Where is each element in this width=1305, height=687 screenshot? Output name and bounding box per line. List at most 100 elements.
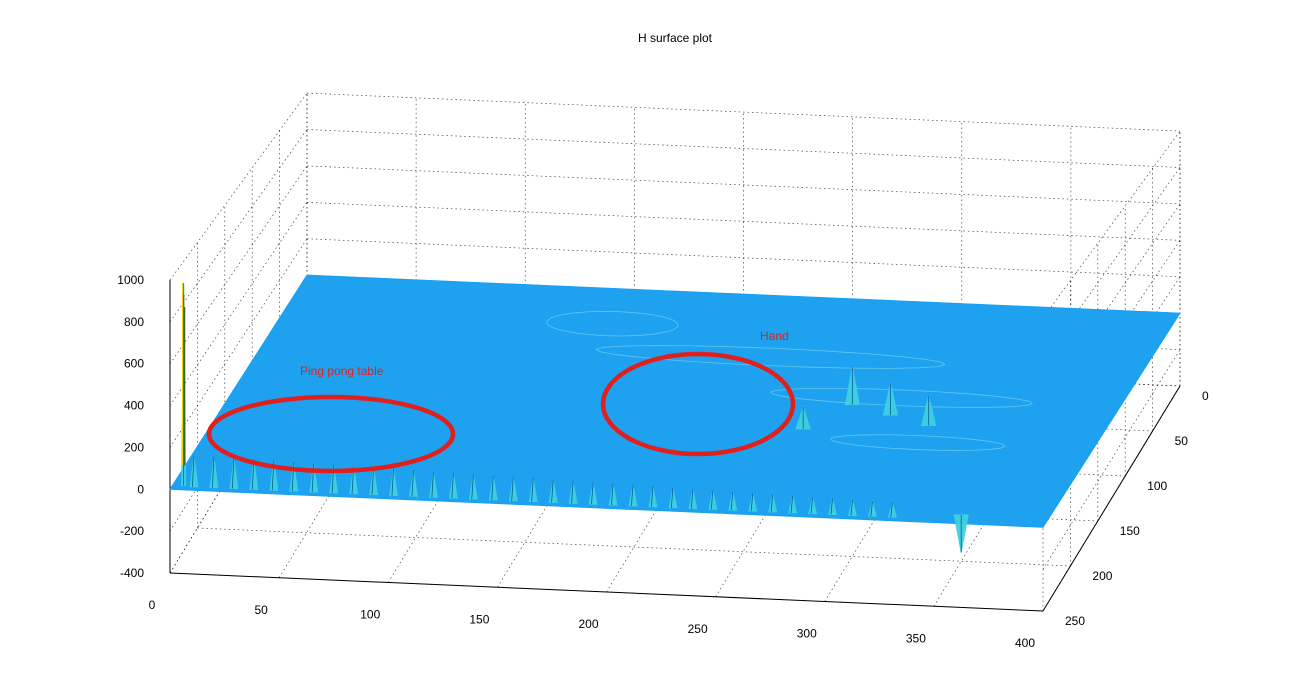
ripple-spike: [488, 475, 498, 501]
tick-labels: 0 50 100 150 200 250 300 350 400 0 50 100 150 200 250 -…: [117, 273, 1209, 650]
ripple-spike: [768, 494, 778, 513]
ripple-spike: [508, 476, 518, 502]
ripple-spike: [309, 463, 319, 493]
ripple-spike: [429, 471, 438, 498]
ripple-spike-line: [192, 455, 195, 487]
chart-title: H surface plot: [638, 31, 713, 45]
ripple-spike: [528, 478, 538, 502]
grid-line: [306, 129, 1181, 168]
grid-line: [197, 527, 1071, 567]
ripple-spike-line: [710, 490, 714, 510]
contour-line: [769, 387, 1033, 408]
ripple-spike: [209, 456, 219, 489]
ripple-spike: [688, 489, 698, 509]
annotations: Ping pong table Hand: [206, 329, 796, 474]
grid-line: [1042, 130, 1181, 319]
ripple-spike-line: [451, 472, 454, 499]
ripple-spike: [568, 480, 578, 504]
ripple-spike: [468, 474, 478, 500]
z-tick-label: 800: [124, 315, 144, 329]
ripple-spike-line: [810, 497, 813, 514]
ripple-spike-line: [391, 468, 394, 496]
ripple-spike: [369, 467, 379, 496]
ripple-spike: [269, 460, 279, 491]
x-tick-label: 100: [360, 608, 380, 622]
ripple-spike-line: [551, 479, 554, 503]
ripple-spike: [349, 466, 359, 495]
z-tick-label: 600: [124, 357, 144, 371]
ripple-spike-line: [211, 456, 215, 488]
x-tick-label: 400: [1015, 636, 1035, 650]
x-tick-label: 350: [906, 631, 926, 645]
y-tick-label: 150: [1120, 524, 1140, 538]
grid-line: [306, 92, 1181, 132]
ripple-spike-line: [770, 494, 774, 513]
annotation-label: Hand: [760, 329, 789, 343]
ripple-spike-line: [311, 463, 315, 493]
ripple-spike-line: [411, 470, 414, 497]
ripple-spike: [808, 497, 818, 515]
ripple-spike-line: [591, 482, 594, 505]
ripple-spike: [229, 458, 239, 489]
contour-line: [594, 345, 946, 369]
ripple-spike-line: [291, 462, 295, 492]
ripple-spike-line: [650, 486, 654, 507]
ripple-spike: [289, 462, 299, 492]
ripple-spike: [249, 459, 259, 490]
ripple-spike-line: [531, 478, 534, 502]
contour-line: [829, 434, 1006, 451]
ripple-spike: [588, 482, 598, 505]
grid-line: [306, 238, 1181, 278]
ripple-spike: [389, 468, 399, 496]
ripple-spike: [189, 455, 199, 488]
grid-line: [1042, 167, 1181, 361]
ripple-spike-line: [571, 481, 574, 504]
y-tick-label: 0: [1202, 389, 1209, 403]
y-tick-label: 250: [1065, 614, 1085, 628]
ripple-spike-line: [830, 498, 833, 515]
ripple-spike: [628, 485, 638, 507]
ripple-spike-line: [730, 491, 734, 511]
annotation-label: Ping pong table: [300, 364, 384, 378]
z-tick-label: -200: [120, 524, 144, 538]
ripple-spike-line: [511, 476, 514, 501]
grid-line: [169, 129, 308, 323]
x-axis-line: [169, 572, 1044, 612]
grid-line: [306, 165, 1181, 205]
z-tick-label: 1000: [117, 273, 144, 287]
ripple-spike-line: [471, 474, 474, 499]
ripple-spike-line: [431, 471, 434, 498]
x-tick-label: 250: [688, 622, 708, 636]
y-tick-label: 200: [1092, 569, 1112, 583]
axes: [169, 280, 1181, 612]
y-tick-label: 100: [1147, 479, 1167, 493]
ripple-spike-line: [750, 493, 754, 512]
ripple-spike: [788, 495, 798, 514]
x-tick-label: 50: [254, 603, 268, 617]
ripple-spike-line: [231, 458, 235, 489]
ripple-spike-line: [631, 485, 634, 506]
z-tick-label: 200: [124, 440, 144, 454]
x-tick-label: 150: [469, 612, 489, 626]
grid-line: [169, 238, 308, 448]
ripple-spike-line: [870, 501, 873, 517]
ripple-spike-line: [850, 499, 853, 516]
ripple-spike-line: [670, 487, 674, 508]
ripple-spike-line: [611, 483, 614, 506]
x-tick-label: 0: [149, 598, 156, 612]
x-tick-label: 200: [578, 617, 598, 631]
y-axis-line: [1042, 385, 1181, 612]
ripple-spike: [448, 472, 458, 499]
grid-line: [169, 202, 308, 406]
ripple-spike-line: [890, 502, 893, 518]
z-tick-label: 400: [124, 399, 144, 413]
y-tick-label: 50: [1175, 434, 1189, 448]
ripple-spike: [847, 499, 858, 516]
ripple-spike: [867, 499, 877, 517]
ripple-spike: [748, 493, 758, 512]
surface: [169, 274, 1181, 553]
ripple-spike-line: [491, 475, 494, 500]
ripple-spike: [608, 483, 618, 506]
ripple-spike: [648, 486, 658, 508]
